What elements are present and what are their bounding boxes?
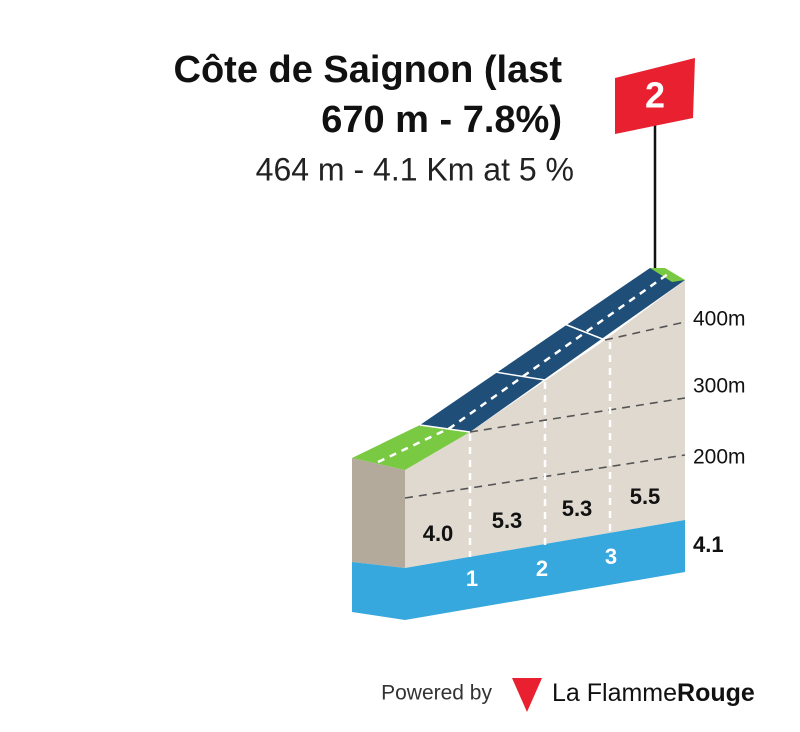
total-distance: 4.1 bbox=[693, 532, 724, 557]
altitude-label: 200m bbox=[693, 446, 746, 469]
gradient-label: 4.0 bbox=[423, 521, 454, 546]
altitude-label: 400m bbox=[693, 308, 746, 331]
summit bbox=[650, 268, 685, 282]
category-flag bbox=[615, 58, 695, 134]
segment-edge bbox=[561, 322, 606, 341]
segment-edge bbox=[494, 371, 546, 381]
segment-edge bbox=[419, 424, 471, 433]
gradient-label: 5.3 bbox=[492, 508, 523, 533]
brand-logo bbox=[512, 678, 542, 712]
altitude-label: 300m bbox=[693, 375, 746, 398]
side-face bbox=[352, 458, 405, 568]
brand-name: La FlammeRouge bbox=[552, 679, 755, 707]
title-line: Côte de Saignon (last bbox=[174, 49, 563, 91]
subtitle: 464 m - 4.1 Km at 5 % bbox=[256, 151, 574, 187]
powered-by: Powered by bbox=[381, 682, 492, 705]
title-line: 670 m - 7.8%) bbox=[321, 99, 562, 141]
brand-bold: Rouge bbox=[677, 679, 755, 707]
road-centerline bbox=[377, 272, 669, 464]
slope-segment bbox=[352, 425, 470, 470]
km-marker: 2 bbox=[536, 556, 548, 581]
gradient-label: 5.5 bbox=[630, 484, 661, 509]
brand-light: La Flamme bbox=[552, 679, 677, 707]
distance-band bbox=[352, 520, 685, 620]
km-marker: 3 bbox=[605, 544, 617, 569]
km-marker: 1 bbox=[466, 566, 478, 591]
category-number: 2 bbox=[645, 75, 665, 116]
gradient-label: 5.3 bbox=[562, 496, 593, 521]
